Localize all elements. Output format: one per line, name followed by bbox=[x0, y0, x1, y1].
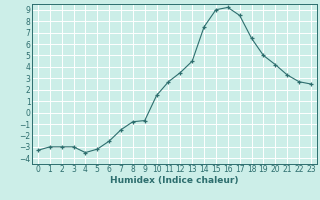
X-axis label: Humidex (Indice chaleur): Humidex (Indice chaleur) bbox=[110, 176, 239, 185]
